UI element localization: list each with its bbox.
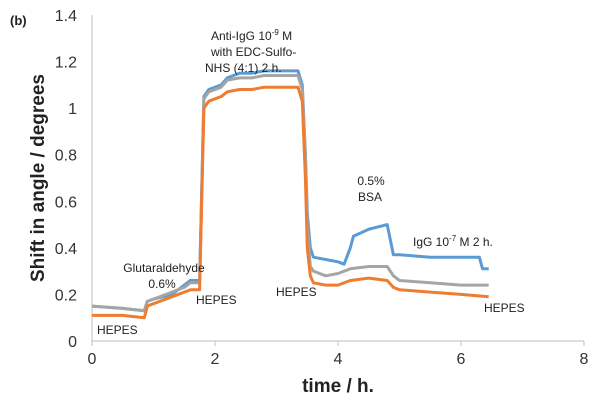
x-axis-title: time / h. bbox=[302, 376, 374, 397]
x-tick-label: 6 bbox=[457, 351, 466, 368]
annotation-bsa: BSA bbox=[358, 190, 382, 204]
series-group bbox=[91, 69, 489, 320]
y-tick-label: 0.6 bbox=[55, 194, 77, 211]
y-axis-title: Shift in angle / degrees bbox=[28, 74, 49, 282]
y-tick-label: 1.2 bbox=[55, 55, 77, 72]
annotation-hepes-1: HEPES bbox=[97, 323, 138, 337]
x-tick-label: 0 bbox=[88, 351, 97, 368]
y-axis-ticks: 0 0.2 0.4 0.6 0.8 1 1.2 1.4 bbox=[55, 8, 77, 351]
y-tick-label: 0 bbox=[68, 334, 77, 351]
annotation-hepes-3: HEPES bbox=[276, 285, 317, 299]
annotation-glutaraldehyde: Glutaraldehyde bbox=[123, 261, 205, 275]
series-line-gray bbox=[91, 74, 489, 313]
annotation-anti-igg: Anti-IgG 10-9 M bbox=[211, 28, 292, 43]
y-tick-label: 1.4 bbox=[55, 8, 77, 25]
annotation-hepes-4: HEPES bbox=[484, 301, 525, 315]
x-tick-label: 4 bbox=[334, 351, 343, 368]
y-tick-label: 0.8 bbox=[55, 148, 77, 165]
x-axis-ticks: 0 2 4 6 8 bbox=[88, 341, 589, 368]
panel-label: (b) bbox=[10, 13, 27, 28]
x-tick-label: 2 bbox=[211, 351, 220, 368]
annotation-glutaraldehyde-percent: 0.6% bbox=[148, 277, 176, 291]
x-tick-label: 8 bbox=[580, 351, 589, 368]
annotation-anti-igg-line3: NHS (4:1) 2 h. bbox=[205, 61, 282, 75]
annotation-hepes-2: HEPES bbox=[196, 293, 237, 307]
series-line-orange bbox=[92, 85, 489, 320]
annotation-bsa-percent: 0.5% bbox=[357, 174, 385, 188]
annotation-igg: IgG 10-7 M 2 h. bbox=[413, 234, 493, 249]
y-tick-label: 0.2 bbox=[55, 287, 77, 304]
y-tick-label: 1 bbox=[68, 101, 77, 118]
y-tick-label: 0.4 bbox=[55, 241, 77, 258]
annotation-anti-igg-line2: with EDC-Sulfo- bbox=[210, 45, 296, 59]
